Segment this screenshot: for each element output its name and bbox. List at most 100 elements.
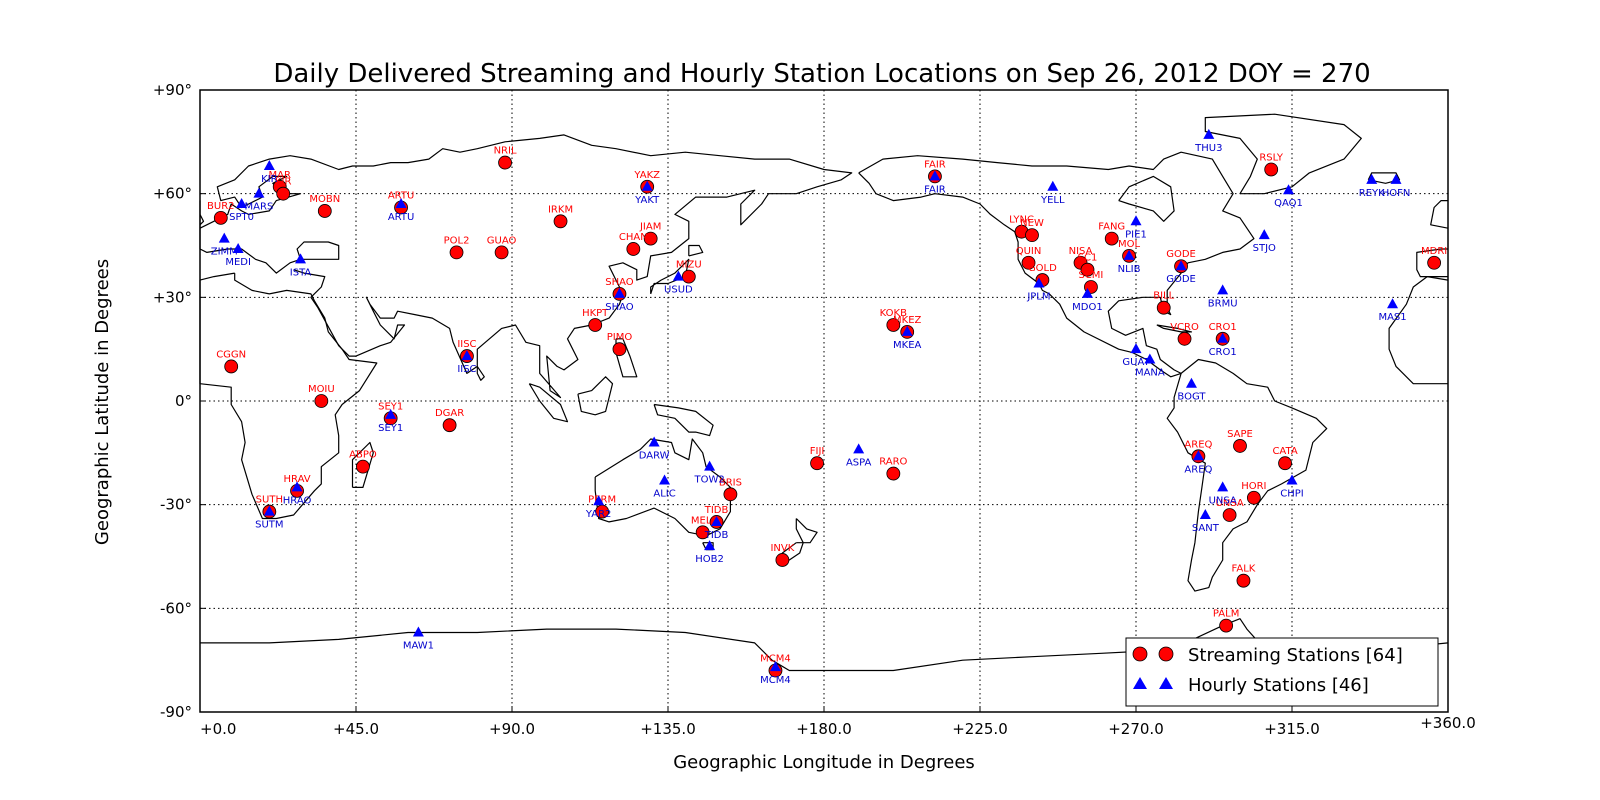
coastline	[528, 383, 569, 423]
hourly-station-label: MDO1	[1072, 302, 1103, 313]
hourly-station-marker	[769, 661, 781, 672]
streaming-station-marker	[1236, 573, 1251, 588]
hourly-station-label: CRO1	[1209, 347, 1237, 358]
streaming-station-label: KOKB	[880, 308, 907, 319]
x-tick-label: +0.0	[200, 720, 236, 738]
streaming-station-label: LYNC	[1009, 215, 1034, 226]
coastline	[1367, 172, 1401, 184]
x-tick-label: +45.0	[333, 720, 379, 738]
streaming-station-marker	[276, 186, 291, 201]
streaming-station-label: PALM	[1213, 609, 1239, 620]
streaming-station-marker	[356, 459, 370, 474]
y-tick-label: +30°	[153, 288, 192, 306]
x-axis-ticks: +0.0 +45.0 +90.0 +135.0 +180.0 +225.0 +270.0 +3…	[199, 706, 1476, 738]
hourly-station-marker	[263, 505, 275, 516]
hourly-station-label: GODE	[1166, 274, 1196, 285]
streaming-station-label: VCRO	[1170, 322, 1199, 333]
streaming-station-marker	[1233, 439, 1247, 453]
hourly-station-label: STJO	[1253, 243, 1276, 254]
coastline	[577, 376, 614, 416]
streaming-station-label: MAR	[269, 170, 291, 181]
streaming-station-label: FANG	[1098, 222, 1125, 233]
hourly-station-label: UNSA	[1209, 495, 1237, 506]
y-tick-label: +60°	[153, 185, 192, 203]
hourly-station-marker	[704, 460, 716, 471]
streaming-station-marker	[886, 466, 901, 481]
streaming-station-label: HORI	[1241, 481, 1266, 492]
streaming-station-marker	[494, 245, 509, 260]
coastline	[795, 518, 818, 544]
y-tick-label: -30°	[160, 496, 192, 514]
hourly-station-label: TIDB	[704, 530, 729, 541]
streaming-station-marker	[1427, 255, 1442, 270]
x-tick-label: +360.0	[1420, 714, 1476, 732]
station-markers: BUR2CGGNMARKIRMOBNMOIUARTUSEY1ABPOHRAVSU…	[207, 128, 1447, 686]
legend-hourly-marker	[1133, 677, 1147, 689]
hourly-station-marker	[385, 408, 397, 419]
streaming-station-marker	[723, 487, 738, 502]
streaming-station-marker	[449, 245, 464, 260]
hourly-station-label: HOFN	[1382, 188, 1411, 199]
hourly-station-marker	[1217, 284, 1229, 295]
streaming-station-label: MCM4	[760, 654, 791, 665]
hourly-station-marker	[461, 350, 473, 361]
streaming-station-label: INVK	[770, 543, 794, 554]
hourly-station-label: SUTM	[255, 520, 283, 531]
hourly-station-marker	[1199, 509, 1211, 520]
streaming-station-label: FIJI	[810, 446, 825, 457]
hourly-station-marker	[1203, 128, 1215, 139]
streaming-station-label: MOBN	[309, 194, 340, 205]
hourly-station-label: SANT	[1192, 523, 1220, 534]
hourly-station-marker	[1047, 180, 1059, 191]
streaming-station-marker	[317, 204, 332, 218]
hourly-station-label: MKEA	[893, 340, 922, 351]
hourly-station-marker	[1258, 229, 1270, 240]
streaming-station-marker	[810, 456, 824, 471]
hourly-station-label: PIE1	[1125, 229, 1147, 240]
legend-hourly-marker	[1159, 677, 1173, 689]
coastline	[1204, 113, 1362, 195]
hourly-station-label: THU3	[1194, 143, 1222, 154]
coastline	[199, 134, 853, 399]
hourly-station-marker	[648, 436, 660, 447]
hourly-station-label: SPT0	[229, 212, 254, 223]
x-axis-label: Geographic Longitude in Degrees	[673, 752, 975, 773]
hourly-station-label: USUD	[664, 285, 693, 296]
coastline	[1118, 175, 1175, 222]
streaming-station-marker	[498, 155, 512, 170]
streaming-station-marker	[1278, 456, 1292, 471]
streaming-station-label: SCMI	[1078, 270, 1103, 281]
streaming-station-label: NEW	[1020, 218, 1044, 229]
streaming-station-label: ARTU	[388, 190, 415, 201]
streaming-station-label: JIAM	[639, 222, 661, 233]
legend-streaming-label: Streaming Stations [64]	[1188, 645, 1403, 666]
streaming-station-label: HRAV	[284, 474, 311, 485]
hourly-station-marker	[1081, 287, 1093, 298]
hourly-station-marker	[295, 253, 307, 264]
streaming-station-label: SAPE	[1227, 429, 1253, 440]
hourly-station-marker	[672, 270, 684, 281]
streaming-station-label: PERM	[588, 495, 616, 506]
hourly-station-marker	[218, 232, 230, 243]
y-tick-label: -90°	[160, 703, 192, 721]
hourly-station-marker	[1387, 298, 1399, 309]
streaming-station-marker	[626, 242, 641, 256]
coastline	[1156, 324, 1193, 333]
streaming-station-marker	[553, 214, 568, 229]
hourly-station-label: ARTU	[388, 212, 415, 223]
hourly-station-marker	[641, 180, 653, 191]
hourly-station-label: FAIR	[924, 184, 946, 195]
hourly-station-marker	[1130, 343, 1142, 354]
streaming-station-label: IRKM	[548, 204, 573, 215]
hourly-station-marker	[1130, 215, 1142, 226]
y-tick-label: -60°	[160, 599, 192, 617]
hourly-station-marker	[593, 495, 605, 506]
hourly-station-marker	[1185, 377, 1197, 388]
streaming-station-label: GOLD	[1028, 263, 1057, 274]
hourly-station-marker	[291, 481, 303, 492]
streaming-station-label: SUTH	[256, 495, 283, 506]
hourly-station-label: YAR2	[585, 509, 611, 520]
streaming-station-label: FALK	[1232, 564, 1256, 575]
streaming-station-label: MOL	[1118, 239, 1140, 250]
